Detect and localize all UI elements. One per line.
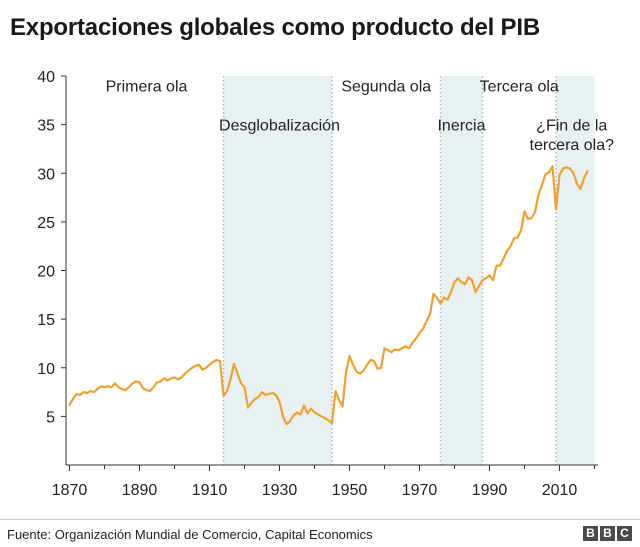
y-tick-label: 40: [37, 69, 55, 86]
bbc-logo: B B C: [583, 526, 632, 541]
footer-divider: [0, 519, 640, 520]
logo-letter: B: [600, 526, 615, 541]
logo-letter: B: [583, 526, 598, 541]
period-label: tercera ola?: [530, 137, 615, 154]
series-layer: [68, 165, 589, 426]
y-tick-label: 10: [37, 361, 55, 378]
shaded-period: [556, 76, 595, 465]
period-label: Tercera ola: [480, 79, 559, 96]
x-tick-label: 1910: [192, 482, 228, 499]
logo-letter: C: [617, 526, 632, 541]
period-label: Inercia: [437, 118, 485, 135]
period-label: Primera ola: [106, 79, 188, 96]
shaded-periods: [223, 76, 595, 465]
y-tick-label: 35: [37, 118, 55, 135]
x-tick-label: 2010: [542, 482, 578, 499]
period-labels: Primera ola Desglobalización Segunda ola In…: [106, 79, 615, 154]
page-title: Exportaciones globales como producto del…: [10, 14, 540, 41]
x-tick-label: 1930: [262, 482, 298, 499]
y-tick-label: 30: [37, 166, 55, 183]
x-tick-label: 1950: [332, 482, 368, 499]
series-line-0: [68, 165, 589, 426]
x-tick-label: 1990: [472, 482, 508, 499]
period-label: Desglobalización: [219, 118, 340, 135]
source-note: Fuente: Organización Mundial de Comercio…: [7, 527, 373, 542]
x-tick-label: 1970: [402, 482, 438, 499]
y-tick-label: 15: [37, 312, 55, 329]
period-label: Segunda ola: [341, 79, 431, 96]
axes: [61, 75, 598, 471]
shaded-period: [440, 76, 483, 465]
y-tick-label: 25: [37, 215, 55, 232]
period-dividers: [222, 76, 557, 465]
x-tick-label: 1890: [122, 482, 158, 499]
x-tick-label: 1870: [52, 482, 88, 499]
tick-labels: 5 10 15 20 25 30 35 40 1870 1890 1910 1930 1950 1970 1…: [37, 69, 577, 499]
period-label: ¿Fin de la: [536, 118, 607, 135]
y-tick-label: 20: [37, 264, 55, 281]
y-tick-label: 5: [46, 409, 55, 426]
